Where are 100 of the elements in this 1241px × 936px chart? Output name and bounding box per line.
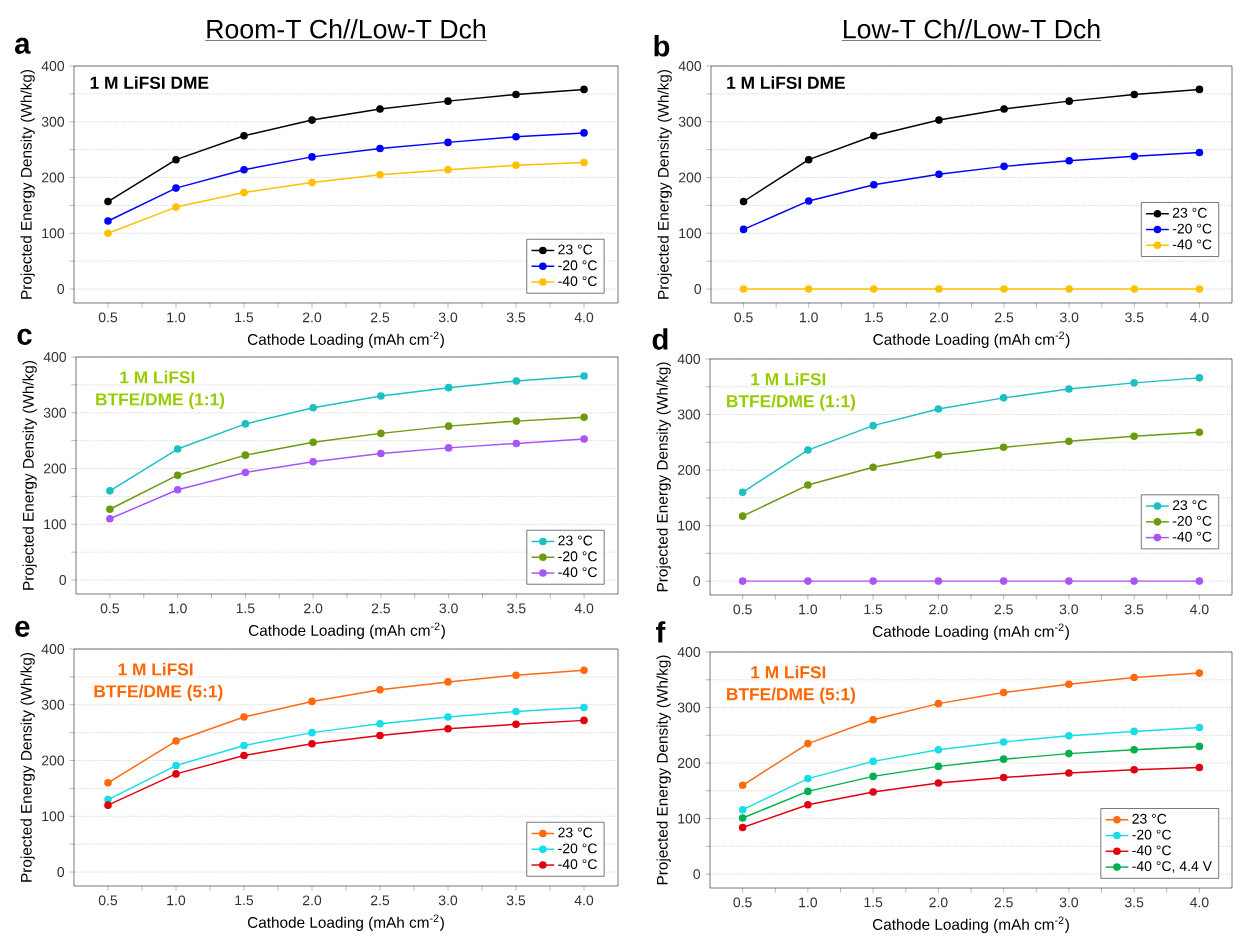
point xyxy=(173,471,182,480)
legend-label: -40 °C xyxy=(1172,239,1212,250)
legend-label: -20 °C xyxy=(558,843,597,854)
y-tick-label: 100 xyxy=(678,520,701,531)
y-tick-label: 200 xyxy=(41,172,65,183)
point xyxy=(738,781,747,790)
point xyxy=(738,512,747,520)
legend-label: -20 °C xyxy=(1132,829,1172,840)
point xyxy=(308,728,316,737)
point xyxy=(1195,374,1204,382)
point xyxy=(240,188,248,197)
point xyxy=(1065,437,1073,445)
x-tick-label: 1.0 xyxy=(167,312,186,323)
point xyxy=(376,731,384,740)
y-tick-label: 100 xyxy=(679,228,702,239)
point xyxy=(104,229,112,238)
y-tick-label: 300 xyxy=(678,116,702,127)
point xyxy=(308,153,316,161)
x-tick-label: 2.5 xyxy=(370,895,390,906)
point xyxy=(377,429,385,438)
annotation: BTFE/DME (1:1) xyxy=(727,394,856,411)
y-tick-label: 300 xyxy=(677,409,701,420)
point xyxy=(580,413,588,422)
x-tick-label: 1.5 xyxy=(235,895,254,906)
point xyxy=(738,823,747,832)
point xyxy=(1065,732,1073,740)
x-tick-label: 2.5 xyxy=(371,603,391,614)
point xyxy=(376,685,384,694)
y-tick-label: 400 xyxy=(677,354,701,364)
y-axis-title: Projected Energy Density (Wh/kg) xyxy=(657,70,672,299)
point xyxy=(1130,379,1138,387)
point xyxy=(512,707,520,716)
point xyxy=(934,699,943,708)
x-tick-label: 1.5 xyxy=(236,603,255,614)
point xyxy=(444,383,453,392)
point xyxy=(804,739,812,748)
legend-label: -20 °C xyxy=(558,260,597,271)
point xyxy=(1065,680,1073,689)
point xyxy=(869,421,877,430)
legend-label: -20 °C xyxy=(558,551,597,562)
point xyxy=(512,161,520,170)
x-tick-label: 1.5 xyxy=(235,312,254,323)
x-tick-label: 3.5 xyxy=(507,603,526,614)
legend-label: -40 °C xyxy=(558,567,597,578)
point xyxy=(739,197,748,206)
point xyxy=(104,779,112,787)
y-tick-label: 200 xyxy=(41,755,65,766)
y-axis-title: Projected Energy Density (Wh/kg) xyxy=(22,361,37,590)
point xyxy=(104,197,112,206)
annotation: BTFE/DME (1:1) xyxy=(96,392,225,409)
annotation: 1 M LiFSI DME xyxy=(90,76,209,89)
point xyxy=(1130,577,1138,585)
x-tick-label: 1.0 xyxy=(167,895,186,906)
point xyxy=(308,739,316,748)
point xyxy=(444,422,453,430)
text: e xyxy=(15,620,30,637)
point xyxy=(804,446,812,454)
point xyxy=(1130,285,1139,293)
point xyxy=(580,666,588,674)
point xyxy=(999,773,1008,782)
point xyxy=(580,703,588,712)
point xyxy=(1195,148,1204,157)
point xyxy=(1065,385,1073,393)
x-tick-label: 1.0 xyxy=(799,897,818,908)
point xyxy=(935,285,943,293)
y-tick-label: 100 xyxy=(42,811,65,822)
point xyxy=(241,420,250,428)
legend-label: -20 °C xyxy=(1172,515,1212,526)
x-tick-label: 3.5 xyxy=(1125,312,1144,323)
x-tick-label: 0.5 xyxy=(733,604,752,615)
annotation: BTFE/DME (5:1) xyxy=(94,684,223,701)
point xyxy=(240,751,248,760)
x-tick-label: 2.0 xyxy=(929,604,948,615)
point xyxy=(804,774,812,783)
y-tick-label: 0 xyxy=(693,869,701,880)
point xyxy=(934,762,943,771)
y-tick-label: 300 xyxy=(41,116,65,127)
x-tick-label: 2.0 xyxy=(302,895,322,906)
point xyxy=(240,165,248,174)
point xyxy=(738,577,747,585)
point xyxy=(309,438,317,447)
point xyxy=(1130,152,1139,161)
point xyxy=(738,805,747,814)
point xyxy=(804,787,812,796)
point xyxy=(999,688,1008,697)
point xyxy=(444,713,452,721)
point xyxy=(240,131,248,140)
point xyxy=(240,741,248,750)
point xyxy=(172,737,180,745)
point xyxy=(241,468,250,477)
point xyxy=(308,697,316,706)
point xyxy=(444,97,452,105)
x-tick-label: 4.0 xyxy=(1189,897,1209,908)
point xyxy=(934,577,943,585)
legend-label: 23 °C xyxy=(1172,500,1207,511)
x-tick-label: 3.5 xyxy=(506,312,526,323)
point xyxy=(804,577,812,585)
y-tick-label: 0 xyxy=(57,284,65,295)
annotation: 1 M LiFSI DME xyxy=(727,76,845,89)
point xyxy=(377,392,385,400)
